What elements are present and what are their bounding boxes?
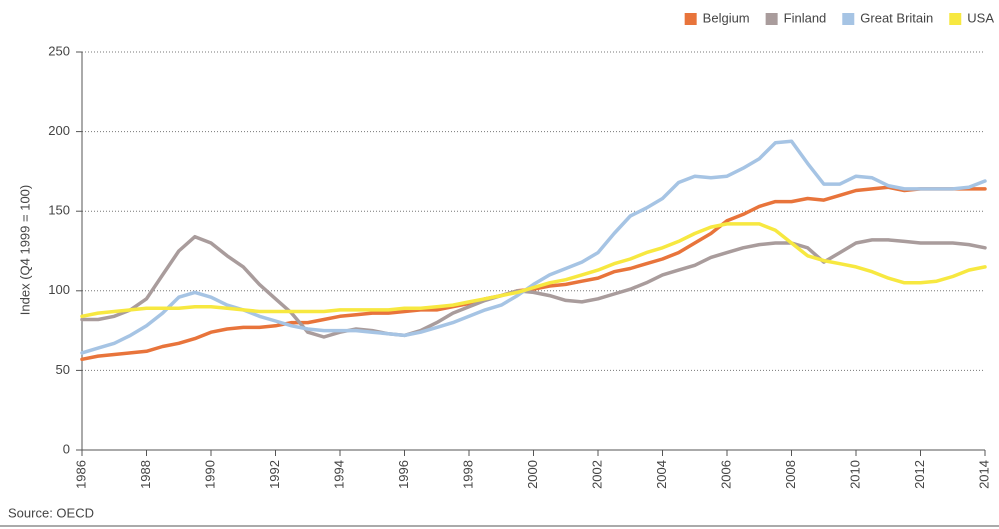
legend-swatch bbox=[765, 13, 778, 25]
legend: USA Great Britain Finland Belgium bbox=[684, 10, 994, 25]
x-tick-label: 2002 bbox=[589, 460, 604, 489]
x-tick-label: 2014 bbox=[976, 460, 991, 489]
x-tick-label: 2012 bbox=[912, 460, 927, 489]
source: Source: OECD bbox=[8, 505, 94, 520]
x-tick-label: 2010 bbox=[847, 460, 862, 489]
legend-label: Belgium bbox=[703, 10, 750, 25]
y-tick-label: 250 bbox=[48, 43, 70, 58]
x-tick-label: 1986 bbox=[73, 460, 88, 489]
y-axis-label: Index (Q4 1999 = 100) bbox=[17, 185, 32, 315]
x-tick-label: 1994 bbox=[331, 460, 346, 489]
x-tick-label: 2008 bbox=[783, 460, 798, 489]
legend-swatch bbox=[842, 13, 855, 25]
y-tick-label: 200 bbox=[48, 123, 70, 138]
series-line bbox=[80, 234, 987, 339]
y-tick-label: 0 bbox=[63, 441, 70, 456]
legend-label: Finland bbox=[784, 10, 827, 25]
x-tick-label: 2000 bbox=[525, 460, 540, 489]
x-tick-label: 2006 bbox=[718, 460, 733, 489]
legend-label: Great Britain bbox=[860, 10, 933, 25]
y-tick-label: 100 bbox=[48, 282, 70, 297]
series-line bbox=[80, 185, 987, 362]
series-line bbox=[80, 222, 987, 319]
series-line bbox=[80, 139, 987, 355]
y-tick-label: 150 bbox=[48, 203, 70, 218]
y-tick-label: 50 bbox=[56, 362, 70, 377]
x-tick-label: 2004 bbox=[654, 460, 669, 489]
x-tick-label: 1996 bbox=[396, 460, 411, 489]
x-tick-label: 1998 bbox=[460, 460, 475, 489]
x-tick-label: 1990 bbox=[202, 460, 217, 489]
legend-swatch bbox=[684, 13, 697, 25]
x-tick-label: 1988 bbox=[138, 460, 153, 489]
x-tick-label: 1992 bbox=[267, 460, 282, 489]
legend-swatch bbox=[949, 13, 962, 25]
legend-label: USA bbox=[967, 10, 994, 25]
